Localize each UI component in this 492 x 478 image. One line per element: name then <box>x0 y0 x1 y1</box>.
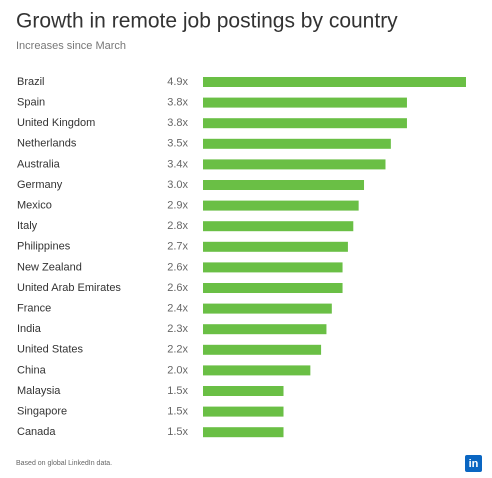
category-label: China <box>17 364 47 376</box>
bar <box>203 77 466 87</box>
category-label: France <box>17 303 51 315</box>
bar <box>203 97 407 108</box>
category-label: Netherlands <box>17 138 77 150</box>
value-label: 2.7x <box>167 241 188 253</box>
chart-subtitle: Increases since March <box>16 40 126 52</box>
bar <box>203 427 284 438</box>
bar <box>203 365 311 376</box>
bar <box>203 118 407 129</box>
bar <box>203 200 359 211</box>
value-label: 1.5x <box>167 385 188 397</box>
bar <box>203 344 322 355</box>
category-label: New Zealand <box>17 261 82 273</box>
logo: in <box>469 458 479 470</box>
value-label: 3.4x <box>167 158 188 170</box>
bar <box>203 283 343 293</box>
value-label: 1.5x <box>167 406 188 418</box>
category-label: Canada <box>17 426 56 438</box>
category-label: United Arab Emirates <box>17 282 121 294</box>
category-label: Spain <box>17 97 45 109</box>
chart-title: Growth in remote job postings by country <box>16 10 398 33</box>
bar <box>203 262 343 273</box>
bar <box>203 406 284 417</box>
value-label: 2.9x <box>167 200 188 212</box>
category-label: Germany <box>17 179 63 191</box>
value-label: 2.6x <box>167 261 188 273</box>
value-label: 2.4x <box>167 303 188 315</box>
value-label: 4.9x <box>167 76 188 88</box>
category-label: Philippines <box>17 241 71 253</box>
value-label: 2.0x <box>167 364 188 376</box>
bar <box>203 221 354 232</box>
value-label: 3.8x <box>167 97 188 109</box>
value-label: 2.6x <box>167 282 188 294</box>
bar <box>203 324 327 335</box>
category-label: Mexico <box>17 200 52 212</box>
value-label: 2.8x <box>167 220 188 232</box>
value-label: 3.5x <box>167 138 188 150</box>
bar <box>203 386 284 396</box>
footnote: Based on global LinkedIn data. <box>16 460 112 467</box>
value-label: 2.2x <box>167 344 188 356</box>
value-label: 1.5x <box>167 426 188 438</box>
category-label: Malaysia <box>17 385 61 397</box>
category-label: United States <box>17 344 84 356</box>
category-label: Australia <box>17 158 61 170</box>
category-label: India <box>17 323 42 335</box>
logo-box <box>465 455 482 472</box>
value-label: 2.3x <box>167 323 188 335</box>
bar <box>203 180 365 190</box>
value-label: 3.8x <box>167 117 188 129</box>
bar <box>203 303 332 314</box>
category-label: United Kingdom <box>17 117 95 129</box>
bar <box>203 159 386 170</box>
category-label: Singapore <box>17 406 67 418</box>
category-label: Brazil <box>17 76 45 88</box>
bar <box>203 138 391 149</box>
bar <box>203 241 348 252</box>
category-label: Italy <box>17 220 38 232</box>
value-label: 3.0x <box>167 179 188 191</box>
